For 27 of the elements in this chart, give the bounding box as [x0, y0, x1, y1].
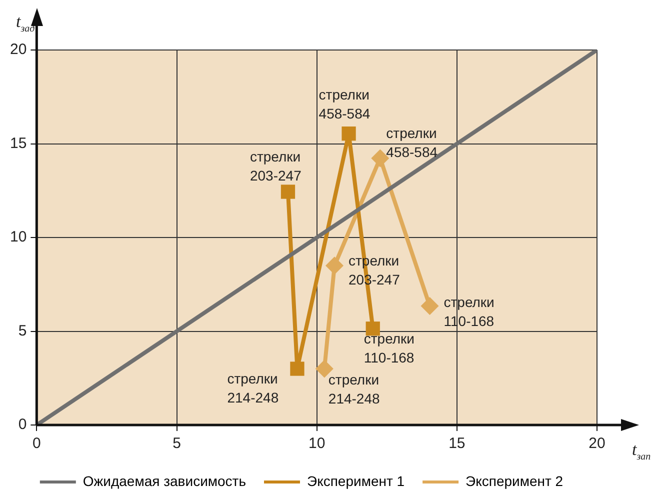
annotation: стрелки 214-248 — [227, 370, 279, 406]
y-tick-label: 20 — [10, 41, 27, 58]
annotation: стрелки 203-247 — [250, 148, 302, 184]
x-axis-title: t$_{зап}$ — [632, 440, 651, 462]
y-tick-label: 0 — [18, 416, 27, 434]
x-tick-label: 20 — [588, 435, 606, 452]
point — [420, 296, 439, 315]
y-tick-label: 5 — [18, 322, 27, 340]
annotation: стрелки 458-584 — [386, 125, 438, 160]
x-tick-label: 10 — [308, 435, 326, 452]
point — [366, 322, 380, 336]
y-tick-label: 15 — [10, 134, 27, 152]
point — [290, 362, 304, 376]
x-tick-label: 5 — [172, 435, 181, 452]
legend-label: Эксперимент 1 — [307, 472, 405, 489]
legend-label: Ожидаемая зависимость — [82, 472, 246, 489]
annotation: стрелки 458-584 — [318, 86, 370, 122]
y-tick-label: 10 — [10, 228, 27, 246]
point — [315, 360, 334, 378]
legend-label: Эксперимент 2 — [466, 472, 564, 489]
annotation: стрелки 214-248 — [328, 372, 380, 407]
point — [325, 256, 344, 275]
annotation: стрелки 110-168 — [364, 330, 415, 366]
x-tick-label: 0 — [32, 435, 41, 452]
point — [280, 184, 296, 199]
x-tick-label: 15 — [448, 435, 466, 452]
point — [342, 126, 356, 141]
